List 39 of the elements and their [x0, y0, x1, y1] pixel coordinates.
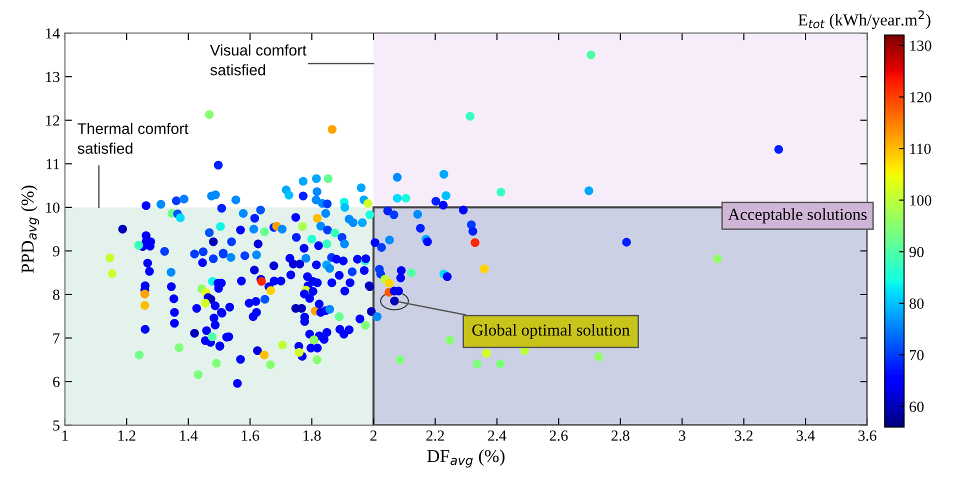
x-tick-label: 2.4	[488, 430, 506, 441]
x-tick-label: 1.4	[180, 430, 198, 441]
y-tick-label: 7	[53, 333, 60, 344]
color-bar-label: 80	[910, 298, 924, 309]
color-bar-label: 60	[910, 402, 924, 412]
color-bar-label: 110	[910, 144, 931, 154]
y-tick-label: 6	[53, 376, 60, 388]
x-tick-label: 1.2	[118, 430, 136, 441]
x-axis-title: DF$_{avg}$ (%)	[427, 449, 505, 468]
x-tick-label: 2.6	[550, 430, 568, 441]
y-tick-label: 11	[46, 159, 60, 170]
x-tick-label: 3.4	[796, 430, 815, 441]
x-tick-label: 1	[62, 430, 68, 441]
x-tick-label: 1.8	[304, 430, 321, 441]
x-tick-label: 1.6	[242, 430, 260, 441]
color-bar-label: 120	[910, 92, 932, 102]
x-tick-label: 2	[370, 430, 376, 441]
y-tick-label: 14	[46, 28, 60, 38]
x-tick-label: 3.2	[735, 430, 753, 441]
y-axis-title: PPD$_{avg}$ (%)	[20, 186, 40, 273]
color-bar-title: E$_{tot}$ (kWh/year.m$^{2}$)	[798, 10, 930, 29]
x-tick-label: 2.2	[426, 430, 444, 441]
color-bar-label: 130	[910, 40, 932, 51]
y-tick-label: 12	[46, 115, 60, 126]
band-label: Thermal comfort satisfied	[78, 122, 188, 154]
y-tick-label: 5	[53, 420, 60, 431]
band-label: Visual comfort satisfied	[210, 44, 306, 76]
y-tick-label: 8	[53, 290, 60, 300]
y-tick-label: 10	[46, 202, 60, 213]
annotation: Acceptable solutions	[728, 208, 867, 224]
color-bar-label: 70	[910, 350, 924, 360]
annotation: Global optimal solution	[472, 324, 630, 340]
color-bar-label: 100	[910, 195, 932, 206]
y-tick-label: 13	[46, 72, 60, 82]
x-tick-label: 2.8	[612, 430, 630, 441]
x-tick-label: 3.6	[858, 430, 876, 441]
x-tick-label: 3	[679, 430, 686, 441]
y-tick-label: 9	[52, 246, 60, 256]
color-bar-label: 90	[909, 246, 924, 258]
